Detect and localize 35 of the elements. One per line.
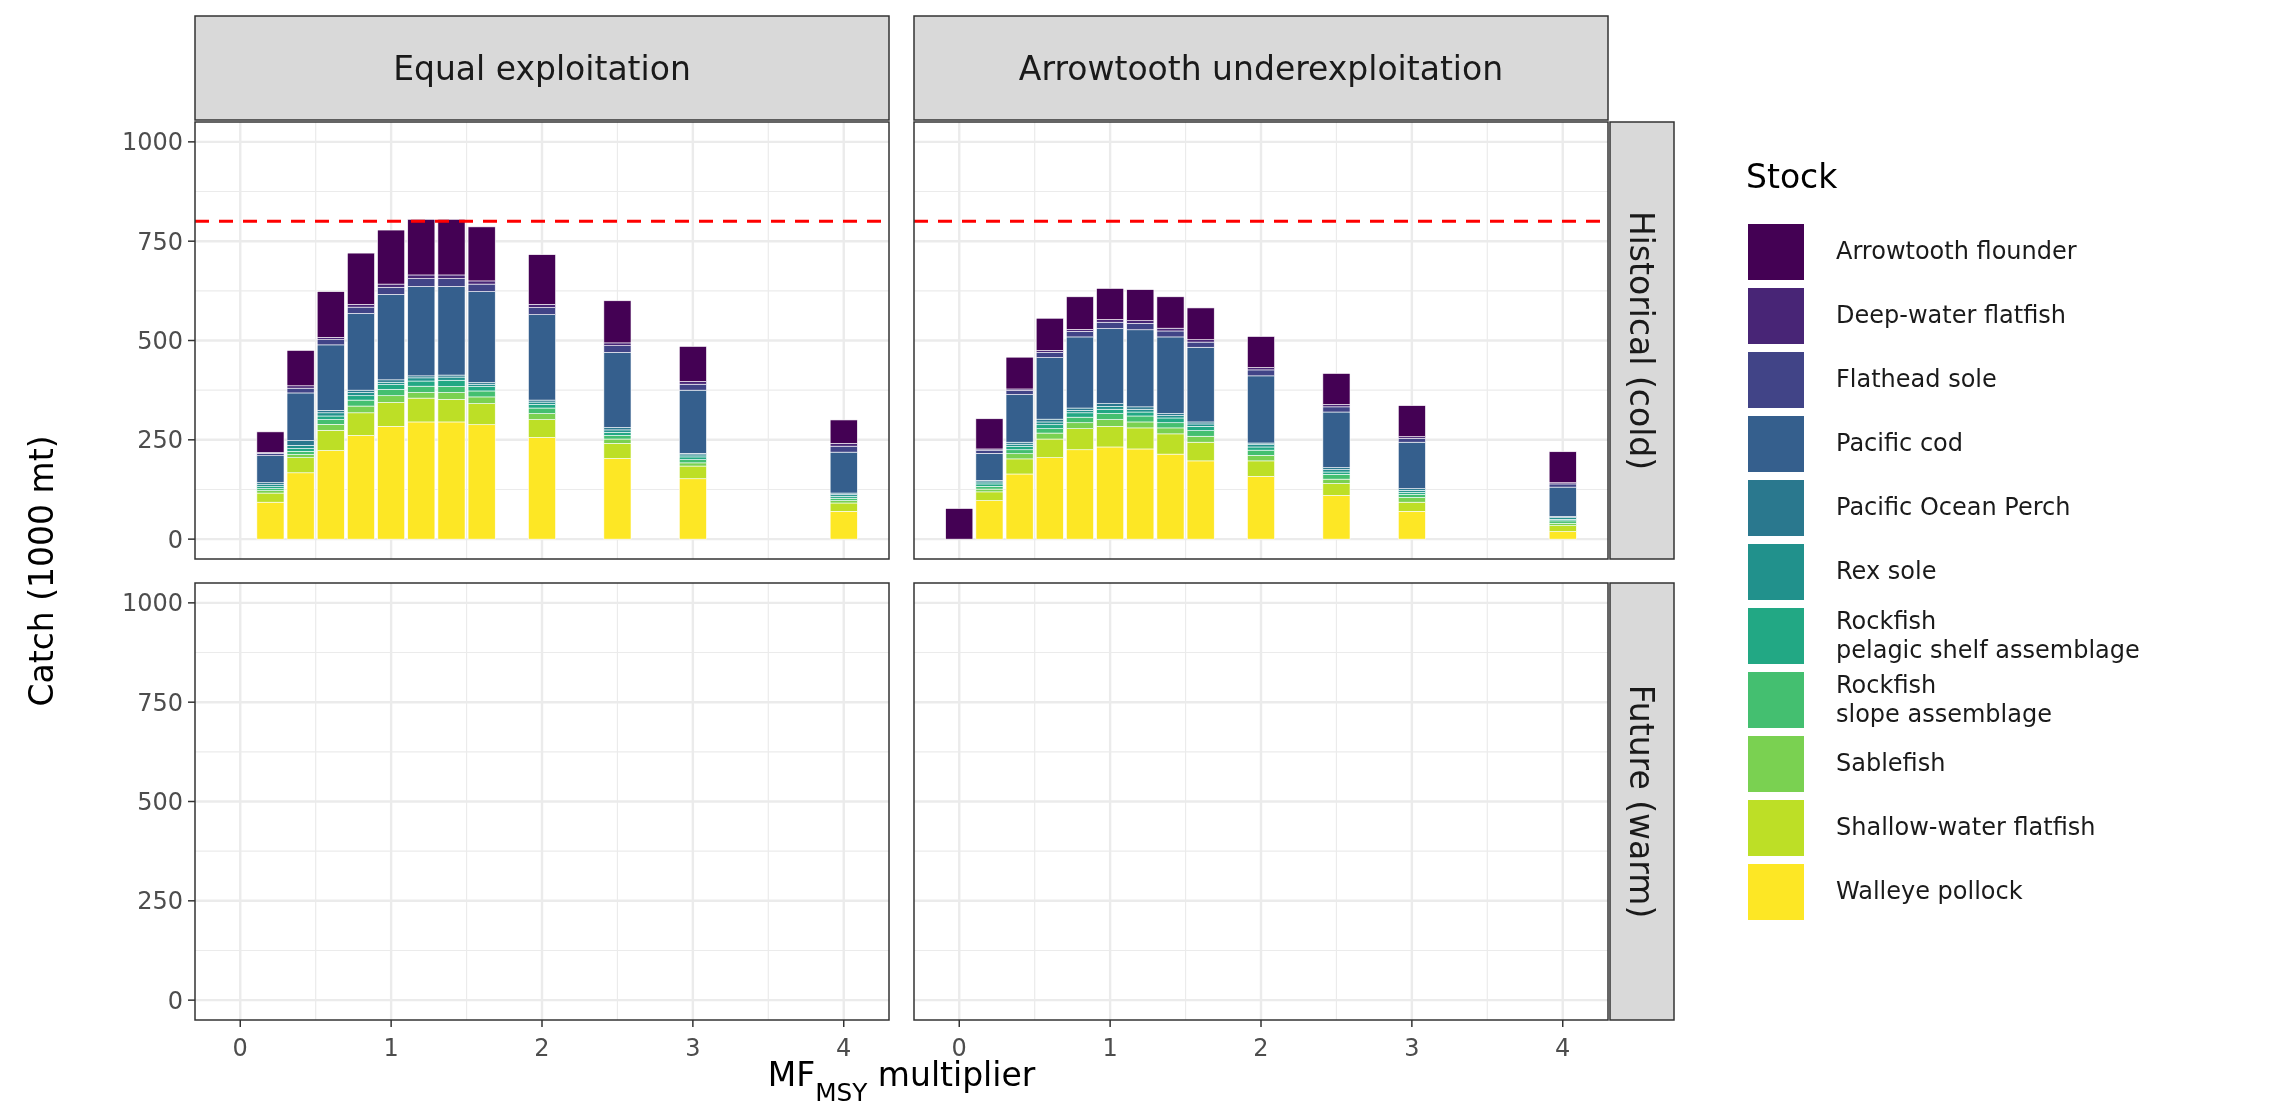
y-tick-label: 1000 <box>121 589 183 618</box>
x-tick-label: 2 <box>534 1034 550 1062</box>
y-tick-label: 500 <box>137 326 183 355</box>
y2-axis-title: Historical (cold) <box>1622 210 1662 471</box>
y-tick-label: 750 <box>137 227 183 256</box>
x-tick-label: 0 <box>232 1034 248 1062</box>
y-tick-label: 500 <box>137 787 183 816</box>
y-tick-label: 0 <box>167 986 183 1015</box>
y-tick-label: 250 <box>137 426 183 455</box>
legend-label: Deep-water flatfish <box>1836 301 2066 330</box>
x-tick-label: 1 <box>383 1034 399 1062</box>
x-tick-label: 3 <box>1404 1034 1420 1062</box>
x-tick-label: 1 <box>1102 1034 1118 1062</box>
legend-label: Sablefish <box>1836 749 1946 778</box>
legend-label: Pacific cod <box>1836 429 1964 458</box>
legend-label: Pacific Ocean Perch <box>1836 493 2071 522</box>
x-tick-label: 3 <box>685 1034 701 1062</box>
legend-label: Walleye pollock <box>1836 877 2023 906</box>
legend-label: Flathead sole <box>1836 365 1997 394</box>
legend-label: Rockfish pelagic shelf assemblage <box>1836 607 2140 665</box>
chart-title: Equal exploitation <box>393 48 691 88</box>
y-tick-label: 0 <box>167 525 183 554</box>
y-tick-label: 250 <box>137 887 183 916</box>
y-axis-title: Catch (1000 mt) <box>22 435 61 707</box>
chart-title: Arrowtooth underexploitation <box>1018 48 1504 88</box>
y2-axis-title: Future (warm) <box>1622 684 1662 919</box>
y-tick-label: 750 <box>137 688 183 717</box>
legend-label: Shallow-water flatfish <box>1836 813 2096 842</box>
legend-label: Rex sole <box>1836 557 1937 586</box>
y-tick-label: 1000 <box>121 128 183 157</box>
x-tick-label: 4 <box>1555 1034 1571 1062</box>
legend-title: Stock <box>1746 157 1839 196</box>
legend-label: Arrowtooth flounder <box>1836 237 2077 266</box>
legend-label: Rockfish slope assemblage <box>1836 671 2052 729</box>
x-tick-label: 2 <box>1253 1034 1269 1062</box>
